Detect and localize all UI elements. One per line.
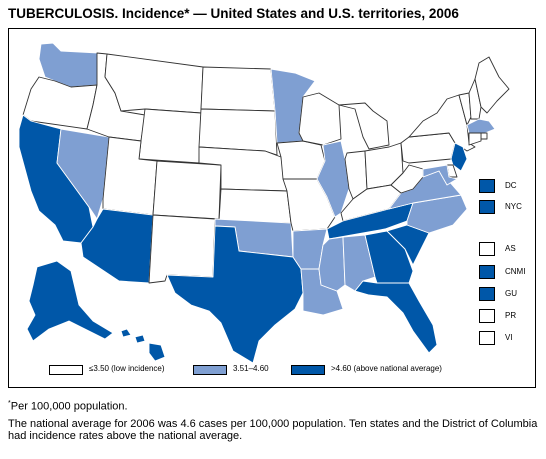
legend-label-low: ≤3.50 (low incidence)	[89, 364, 165, 373]
legend-swatch-low	[49, 365, 83, 375]
territory-swatch-dc	[479, 179, 495, 193]
legend-label-high: >4.60 (above national average)	[331, 364, 442, 373]
legend-label-mid: 3.51–4.60	[233, 364, 269, 373]
state-ak	[26, 260, 114, 342]
state-pa	[400, 132, 456, 164]
us-map	[18, 42, 510, 364]
state-nm	[148, 214, 216, 284]
footnote-marker: *	[8, 400, 11, 407]
state-wi	[298, 92, 342, 146]
territory-swatch-nyc	[479, 200, 495, 214]
state-me	[474, 56, 510, 114]
states-layer	[18, 42, 510, 364]
legend-swatch-high	[291, 365, 325, 375]
state-mt	[104, 53, 204, 114]
footnote-text: Per 100,000 population.	[10, 400, 128, 413]
territory-label-cnmi: CNMI	[505, 267, 526, 276]
territory-swatch-gu	[479, 287, 495, 301]
territory-label-vi: VI	[505, 333, 513, 342]
state-mi	[338, 102, 390, 150]
state-wy	[138, 108, 202, 164]
territory-label-gu: GU	[505, 289, 517, 298]
territory-swatch-cnmi	[479, 265, 495, 279]
territory-swatch-vi	[479, 331, 495, 345]
state-nj	[450, 142, 468, 172]
state-co	[152, 160, 222, 220]
state-ct	[468, 132, 482, 146]
territory-label-pr: PR	[505, 311, 517, 320]
map-frame: DC NYC AS CNMI GU PR VI ≤3.50 (low incid…	[8, 28, 536, 388]
state-fl	[354, 280, 438, 354]
territory-swatch-pr	[479, 309, 495, 323]
state-ks	[218, 188, 292, 224]
territory-label-dc: DC	[505, 181, 517, 190]
territory-label-nyc: NYC	[505, 202, 522, 211]
state-hi	[120, 328, 166, 362]
territory-swatch-as	[479, 242, 495, 256]
state-md	[422, 164, 458, 186]
footnote: *Per 100,000 population.	[8, 400, 128, 413]
state-ma	[466, 118, 496, 134]
legend-swatch-mid	[193, 365, 227, 375]
state-nd	[200, 66, 276, 112]
state-ia	[276, 140, 326, 180]
state-tx	[166, 225, 304, 364]
state-ri	[480, 132, 488, 140]
state-nh	[468, 78, 482, 120]
state-il	[316, 140, 350, 218]
state-ny	[408, 94, 476, 152]
territory-label-as: AS	[505, 244, 516, 253]
state-ms	[318, 236, 346, 292]
national-average-note: The national average for 2006 was 4.6 ca…	[8, 418, 538, 442]
map-title: TUBERCULOSIS. Incidence* — United States…	[8, 6, 459, 21]
